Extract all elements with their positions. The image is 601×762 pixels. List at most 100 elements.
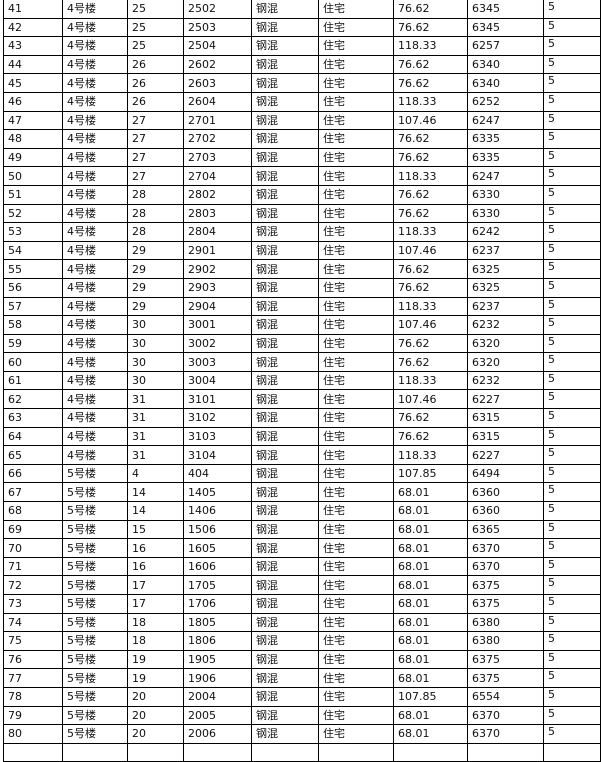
cell-value: 5: [543, 594, 601, 614]
cell-unit-price: 6345: [467, 17, 544, 38]
cell-room-number: 1606: [183, 556, 252, 577]
cell-row-number: 45: [3, 73, 63, 93]
cell-room-number: 1906: [183, 668, 252, 688]
cell-usage: 住宅: [318, 129, 394, 149]
cell-floor: 27: [127, 166, 184, 186]
cell-structure: 钢混: [251, 594, 319, 614]
cell-value: 5: [543, 17, 601, 38]
cell-floor: 30: [127, 370, 184, 391]
cell-room-number: 1406: [183, 501, 252, 521]
cell-room-number: 2703: [183, 147, 252, 168]
cell-unit-price: 6242: [467, 222, 544, 242]
cell-room-number: 2704: [183, 166, 252, 186]
cell-floor: 26: [127, 73, 184, 93]
cell-value: 5: [543, 686, 601, 707]
cell-row-number: 43: [3, 36, 63, 56]
cell-unit-price: [467, 742, 544, 762]
cell-room-number: 3004: [183, 370, 252, 391]
cell-area: 118.33: [393, 36, 468, 56]
cell-floor: 27: [127, 110, 184, 131]
cell-value: 5: [543, 408, 601, 428]
cell-row-number: 62: [3, 389, 63, 410]
cell-usage: 住宅: [318, 222, 394, 242]
table-row: 42 4号楼 25 2503 钢混 住宅 76.62 6345 5: [3, 17, 601, 38]
cell-unit-price: 6320: [467, 352, 544, 372]
cell-structure: 钢混: [251, 668, 319, 688]
cell-value: 5: [543, 631, 601, 651]
cell-structure: 钢混: [251, 408, 319, 428]
cell-floor: 15: [127, 519, 184, 540]
cell-floor: 31: [127, 408, 184, 428]
table-row: 65 4号楼 31 3104 钢混 住宅 118.33 6227 5: [3, 445, 601, 465]
table-row: 41 4号楼 25 2502 钢混 住宅 76.62 6345 5: [3, 0, 601, 19]
cell-structure: 钢混: [251, 91, 319, 112]
cell-area: 107.46: [393, 240, 468, 261]
cell-row-number: 75: [3, 631, 63, 651]
cell-unit-price: 6375: [467, 649, 544, 670]
cell-unit-price: 6370: [467, 538, 544, 558]
cell-row-number: 69: [3, 519, 63, 540]
table-row: 73 5号楼 17 1706 钢混 住宅 68.01 6375 5: [3, 594, 601, 614]
cell-building: 5号楼: [62, 538, 128, 558]
cell-usage: 住宅: [318, 724, 394, 744]
cell-building: 4号楼: [62, 389, 128, 410]
cell-structure: 钢混: [251, 17, 319, 38]
cell-area: 76.62: [393, 333, 468, 354]
cell-value: 5: [543, 184, 601, 205]
cell-area: 68.01: [393, 519, 468, 540]
cell-building: 4号楼: [62, 445, 128, 465]
cell-usage: 住宅: [318, 668, 394, 688]
cell-floor: 30: [127, 333, 184, 354]
cell-usage: 住宅: [318, 408, 394, 428]
cell-area: 68.01: [393, 575, 468, 595]
cell-room-number: 3101: [183, 389, 252, 410]
table-row: 51 4号楼 28 2802 钢混 住宅 76.62 6330 5: [3, 184, 601, 205]
cell-floor: 29: [127, 259, 184, 279]
table-row: 54 4号楼 29 2901 钢混 住宅 107.46 6237 5: [3, 240, 601, 261]
cell-unit-price: 6330: [467, 203, 544, 224]
cell-room-number: 2603: [183, 73, 252, 93]
cell-building: 4号楼: [62, 222, 128, 242]
cell-value: [543, 742, 601, 762]
cell-usage: 住宅: [318, 538, 394, 558]
cell-structure: 钢混: [251, 482, 319, 503]
table-row: 48 4号楼 27 2702 钢混 住宅 76.62 6335 5: [3, 129, 601, 149]
cell-unit-price: 6227: [467, 389, 544, 410]
cell-value: 5: [543, 575, 601, 595]
cell-value: 5: [543, 724, 601, 744]
cell-room-number: 2006: [183, 724, 252, 744]
table-row: [3, 742, 601, 762]
cell-floor: 27: [127, 147, 184, 168]
cell-value: 5: [543, 73, 601, 93]
table-row: 79 5号楼 20 2005 钢混 住宅 68.01 6370 5: [3, 705, 601, 726]
cell-value: 5: [543, 0, 601, 19]
cell-value: 5: [543, 91, 601, 112]
cell-unit-price: 6360: [467, 482, 544, 503]
cell-floor: 16: [127, 538, 184, 558]
cell-usage: 住宅: [318, 259, 394, 279]
cell-building: [62, 742, 128, 762]
cell-area: 76.62: [393, 352, 468, 372]
cell-unit-price: 6554: [467, 686, 544, 707]
cell-value: 5: [543, 519, 601, 540]
cell-room-number: 3102: [183, 408, 252, 428]
cell-room-number: 1905: [183, 649, 252, 670]
cell-room-number: 1506: [183, 519, 252, 540]
cell-structure: 钢混: [251, 222, 319, 242]
cell-building: 5号楼: [62, 501, 128, 521]
cell-row-number: 53: [3, 222, 63, 242]
cell-row-number: 80: [3, 724, 63, 744]
cell-structure: 钢混: [251, 259, 319, 279]
cell-usage: 住宅: [318, 17, 394, 38]
cell-structure: 钢混: [251, 240, 319, 261]
cell-structure: 钢混: [251, 370, 319, 391]
cell-building: 5号楼: [62, 686, 128, 707]
table-row: 76 5号楼 19 1905 钢混 住宅 68.01 6375 5: [3, 649, 601, 670]
cell-room-number: 2005: [183, 705, 252, 726]
cell-row-number: 60: [3, 352, 63, 372]
cell-building: 4号楼: [62, 91, 128, 112]
cell-area: 68.01: [393, 705, 468, 726]
cell-usage: 住宅: [318, 184, 394, 205]
cell-floor: 28: [127, 222, 184, 242]
cell-usage: 住宅: [318, 575, 394, 595]
